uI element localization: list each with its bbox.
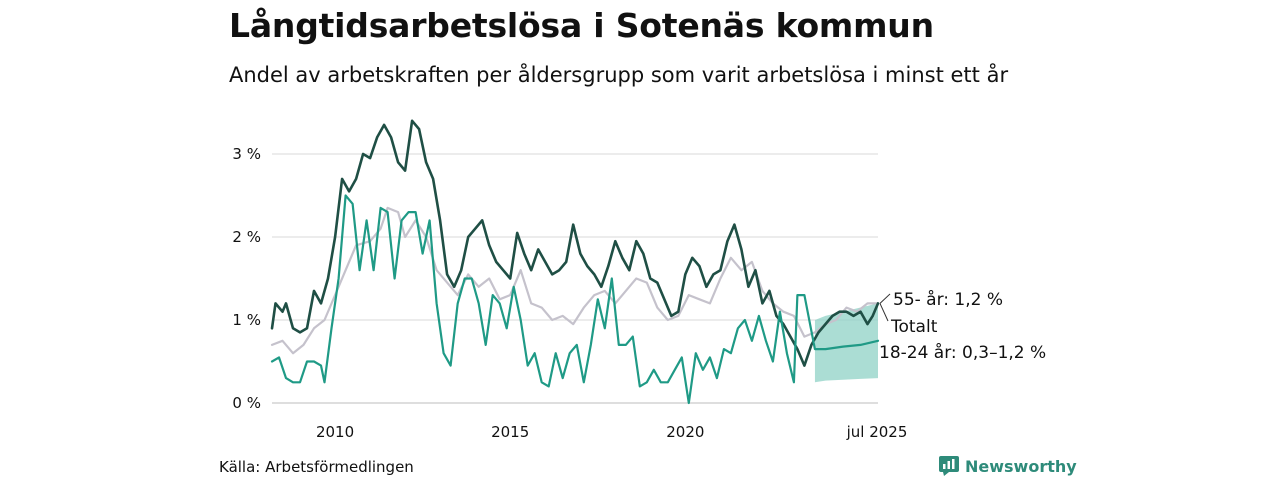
y-axis: 0 % 1 % 2 % 3 %	[232, 145, 261, 412]
end-label-age-18-24: 18-24 år: 0,3–1,2 %	[879, 342, 1046, 363]
x-tick-label: jul 2025	[846, 423, 908, 441]
y-tick-label: 0 %	[232, 394, 261, 412]
end-label-total: Totalt	[890, 317, 938, 337]
end-labels: Totalt 55- år: 1,2 % 18-24 år: 0,3–1,2 %	[879, 289, 1046, 363]
leader-line-age-55-plus	[879, 293, 891, 304]
x-axis: 2010 2015 2020 jul 2025	[316, 423, 907, 441]
newsworthy-logo: Newsworthy	[939, 456, 1077, 476]
end-label-age-55-plus: 55- år: 1,2 %	[893, 289, 1003, 310]
y-tick-label: 3 %	[232, 145, 261, 163]
series-layer	[270, 119, 880, 405]
chart-subtitle: Andel av arbetskraften per åldersgrupp s…	[229, 63, 1009, 87]
gridlines	[272, 153, 878, 404]
newsworthy-logo-text: Newsworthy	[965, 456, 1077, 476]
x-tick-label: 2020	[666, 423, 704, 441]
y-tick-label: 1 %	[232, 311, 261, 329]
series-line-age-18-24	[270, 194, 880, 405]
newsworthy-logo-icon	[939, 456, 959, 476]
leader-line-total	[879, 303, 889, 322]
source-note: Källa: Arbetsförmedlingen	[219, 458, 414, 476]
x-tick-label: 2015	[491, 423, 529, 441]
x-tick-label: 2010	[316, 423, 354, 441]
chart-title: Långtidsarbetslösa i Sotenäs kommun	[229, 6, 934, 45]
y-tick-label: 2 %	[232, 228, 261, 246]
